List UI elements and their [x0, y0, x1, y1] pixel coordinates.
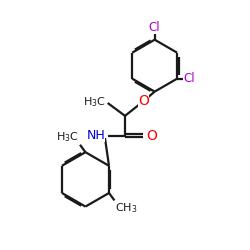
Text: O: O [138, 94, 149, 108]
Text: NH: NH [86, 129, 105, 142]
Text: Cl: Cl [149, 21, 160, 34]
Text: O: O [146, 129, 157, 143]
Text: Cl: Cl [183, 72, 195, 85]
Text: H$_3$C: H$_3$C [56, 130, 78, 144]
Text: CH$_3$: CH$_3$ [115, 201, 138, 215]
Text: H$_3$C: H$_3$C [83, 95, 106, 109]
